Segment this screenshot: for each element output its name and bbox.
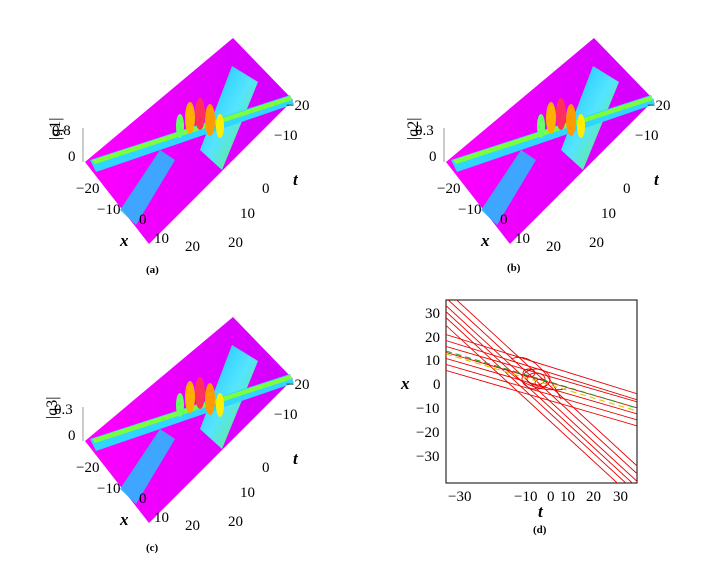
surface-plot-c: |q3| 0.3 0 −20 −10 0 10 20 x −20 −10 0 1… xyxy=(44,317,309,534)
x-tick-4: 10 xyxy=(515,231,530,247)
t-tick-3: 0 xyxy=(262,460,270,476)
panel-c: |q3| 0.3 0 −20 −10 0 10 20 x −20 −10 0 1… xyxy=(0,279,361,557)
x-tick-1: −20 xyxy=(76,181,99,197)
x-tick-2: −10 xyxy=(97,202,120,218)
x-tick-4: 10 xyxy=(154,231,169,247)
contour-plot: 30 20 10 0 −10 −20 −30 x −30 −10 0 10 20… xyxy=(400,299,638,521)
t-tick-1: −20 xyxy=(647,98,670,114)
y-tick-5: −10 xyxy=(416,401,439,417)
t-tick-2: −10 xyxy=(274,128,297,144)
x-tick-4: 10 xyxy=(560,489,575,505)
caption-c: (c) xyxy=(146,542,159,554)
t-tick-1: −20 xyxy=(286,98,309,114)
x-tick-5: 20 xyxy=(546,239,561,255)
z-tick-high: 0.3 xyxy=(415,123,434,139)
x-axis-label: t xyxy=(538,502,544,521)
x-tick-3: 0 xyxy=(500,212,508,228)
t-tick-4: 10 xyxy=(601,206,616,222)
z-axis-label: |q2| xyxy=(405,118,422,140)
x-tick-1: −30 xyxy=(448,489,471,505)
x-tick-3: 0 xyxy=(547,489,555,505)
contour-lines xyxy=(446,300,637,483)
y-tick-7: −30 xyxy=(416,449,439,465)
x-tick-5: 20 xyxy=(185,518,200,534)
t-tick-1: −20 xyxy=(286,377,309,393)
x-tick-2: −10 xyxy=(514,489,537,505)
caption-b: (b) xyxy=(507,262,521,274)
y-axis-label: x xyxy=(400,374,410,393)
t-tick-3: 0 xyxy=(623,181,631,197)
interaction-peaks xyxy=(176,98,224,138)
caption-d: (d) xyxy=(533,524,547,536)
surface-plot-b: |q2| 0.3 0 −20 −10 0 10 20 x −20 −10 0 1… xyxy=(405,38,670,255)
z-axis-label: |q1| xyxy=(47,118,64,140)
panel-b: |q2| 0.3 0 −20 −10 0 10 20 x −20 −10 0 1… xyxy=(361,0,722,279)
x-tick-1: −20 xyxy=(76,460,99,476)
z-tick-high: 0.3 xyxy=(54,402,73,418)
x-tick-2: −10 xyxy=(97,481,120,497)
t-tick-4: 10 xyxy=(240,485,255,501)
t-tick-4: 10 xyxy=(240,206,255,222)
x-tick-3: 0 xyxy=(139,212,147,228)
x-tick-5: 20 xyxy=(586,489,601,505)
panel-d: 30 20 10 0 −10 −20 −30 x −30 −10 0 10 20… xyxy=(361,279,722,557)
z-tick-high: 0.8 xyxy=(52,123,71,139)
y-tick-4: 0 xyxy=(433,377,441,393)
surface-plot-a: |q1| 0.8 0 −20 −10 0 10 20 x −20 −10 0 1… xyxy=(47,38,309,255)
soliton-band-3 xyxy=(120,150,175,225)
x-tick-5: 20 xyxy=(185,239,200,255)
t-tick-2: −10 xyxy=(635,128,658,144)
t-tick-5: 20 xyxy=(228,235,243,251)
z-tick-zero: 0 xyxy=(68,149,76,165)
t-tick-5: 20 xyxy=(228,514,243,530)
x-axis-label: x xyxy=(119,231,129,250)
panel-a: |q1| 0.8 0 −20 −10 0 10 20 x −20 −10 0 1… xyxy=(0,0,361,279)
caption-a: (a) xyxy=(146,264,159,276)
y-tick-2: 20 xyxy=(425,330,440,346)
t-tick-5: 20 xyxy=(589,235,604,251)
interaction-peaks xyxy=(176,377,224,417)
dashed-guides xyxy=(446,350,637,412)
x-tick-3: 0 xyxy=(139,491,147,507)
t-tick-3: 0 xyxy=(262,181,270,197)
interaction-peaks xyxy=(537,98,585,138)
x-tick-2: −10 xyxy=(458,202,481,218)
t-axis-label: t xyxy=(293,449,299,468)
z-axis-label: |q3| xyxy=(44,397,61,419)
x-tick-4: 10 xyxy=(154,510,169,526)
x-tick-1: −20 xyxy=(437,181,460,197)
x-axis-label: x xyxy=(119,510,129,529)
t-axis-label: t xyxy=(293,170,299,189)
t-tick-2: −10 xyxy=(274,407,297,423)
y-tick-1: 30 xyxy=(425,306,440,322)
x-tick-6: 30 xyxy=(613,489,628,505)
y-tick-3: 10 xyxy=(425,353,440,369)
x-axis-label: x xyxy=(480,231,490,250)
t-axis-label: t xyxy=(654,170,660,189)
z-tick-zero: 0 xyxy=(429,149,437,165)
y-tick-6: −20 xyxy=(416,425,439,441)
soliton-band-3 xyxy=(481,150,536,225)
z-tick-zero: 0 xyxy=(68,428,76,444)
soliton-band-3 xyxy=(120,429,175,504)
